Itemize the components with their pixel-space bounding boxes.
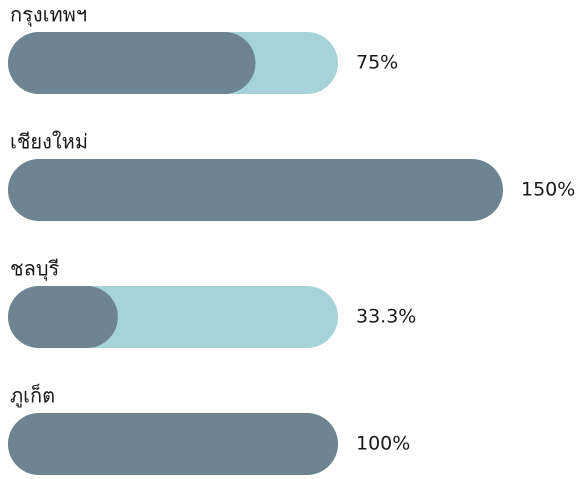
category-label: กรุงเทพฯ — [10, 3, 87, 28]
bar — [8, 286, 118, 348]
value-label: 100% — [356, 433, 410, 455]
bar — [8, 32, 256, 94]
bar — [8, 413, 338, 475]
value-label: 33.3% — [356, 306, 416, 328]
value-label: 75% — [356, 52, 398, 74]
category-label: ชลบุรี — [10, 257, 60, 282]
bar — [8, 159, 503, 221]
value-label: 150% — [521, 179, 575, 201]
category-label: เชียงใหม่ — [10, 130, 88, 154]
category-label: ภูเก็ต — [10, 383, 55, 409]
